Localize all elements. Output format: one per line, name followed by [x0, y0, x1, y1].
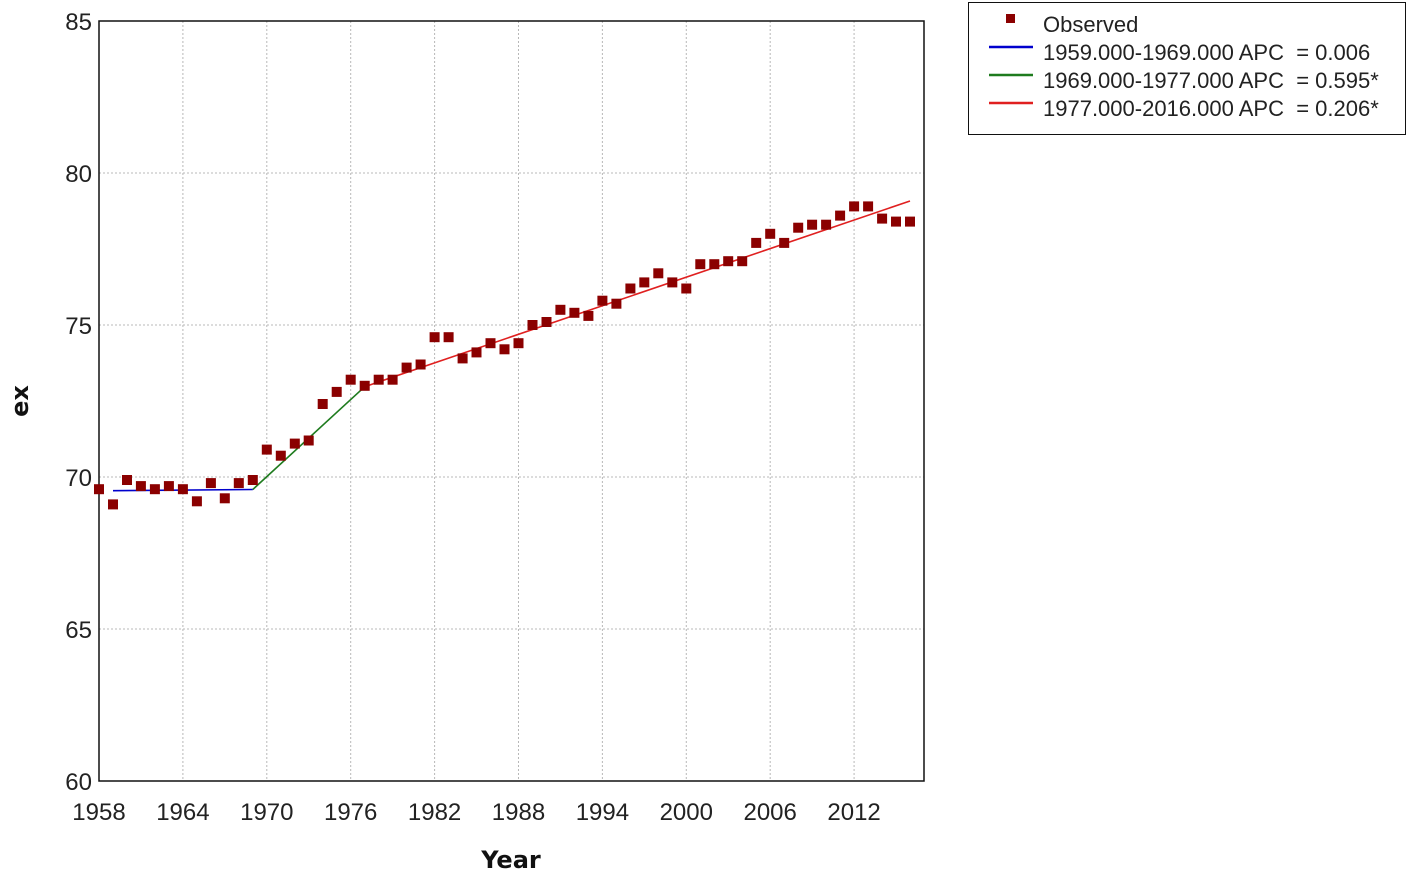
y-axis-tick-labels: 85 80 75 70 65 60 [65, 9, 92, 796]
observed-point [779, 237, 790, 248]
observed-point [317, 399, 328, 409]
observed-point [639, 277, 650, 288]
plot-area-frame [98, 20, 925, 782]
observed-point [513, 338, 524, 349]
observed-point [835, 210, 846, 221]
observed-point [94, 484, 104, 495]
x-tick-label: 2012 [827, 799, 880, 826]
observed-point [765, 228, 776, 239]
observed-point [177, 484, 188, 495]
observed-point [387, 374, 398, 385]
observed-point [359, 380, 370, 391]
observed-point [135, 481, 146, 492]
observed-point [122, 475, 132, 485]
observed-point [205, 478, 216, 489]
y-axis-title: ex [6, 385, 34, 417]
legend-label-segment-3: 1977.000-2016.000 APC = 0.206* [1043, 96, 1379, 121]
observed-point [863, 201, 874, 212]
observed-point [275, 450, 286, 461]
observed-point [821, 219, 832, 230]
observed-point [555, 304, 566, 315]
observed-point [611, 298, 622, 309]
observed-point [373, 374, 384, 385]
legend-blue-line-icon [989, 45, 1033, 49]
observed-point [667, 277, 678, 288]
observed-point [401, 362, 412, 373]
y-tick-label: 65 [65, 617, 92, 644]
y-tick-label: 75 [65, 313, 92, 340]
legend-item-observed: Observed [969, 11, 1405, 39]
grid-lines [99, 21, 924, 781]
fit-line-segment-3 [364, 200, 911, 388]
y-tick-label: 70 [65, 465, 92, 492]
observed-point [443, 332, 454, 343]
fit-lines [112, 200, 911, 492]
observed-point [541, 317, 552, 327]
observed-point [163, 481, 174, 492]
observed-point [653, 268, 664, 279]
x-tick-label: 1964 [156, 799, 209, 826]
legend: Observed 1959.000-1969.000 APC = 0.006 1… [968, 2, 1406, 135]
observed-point [723, 256, 734, 267]
x-tick-label: 1976 [324, 799, 377, 826]
observed-point [289, 438, 300, 449]
x-axis-title: Year [480, 846, 541, 872]
observed-point [471, 347, 482, 358]
observed-point [709, 259, 720, 270]
observed-point [597, 295, 608, 306]
x-tick-label: 2006 [743, 799, 796, 826]
observed-point [219, 493, 230, 504]
observed-point [583, 310, 594, 321]
x-tick-label: 2000 [660, 799, 713, 826]
legend-item-segment-3: 1977.000-2016.000 APC = 0.206* [969, 95, 1405, 123]
observed-points [94, 201, 915, 510]
x-tick-label: 1958 [72, 799, 125, 826]
observed-point [569, 307, 580, 318]
observed-point [457, 353, 468, 364]
observed-point [429, 332, 440, 343]
x-tick-label: 1988 [492, 799, 545, 826]
observed-point [233, 478, 244, 489]
y-tick-label: 85 [65, 9, 92, 36]
observed-point [527, 320, 538, 330]
x-tick-label: 1970 [240, 799, 293, 826]
observed-point [331, 386, 342, 397]
legend-green-line-icon [989, 73, 1033, 77]
observed-point [485, 338, 496, 349]
observed-point [415, 359, 426, 370]
legend-item-segment-1: 1959.000-1969.000 APC = 0.006 [969, 39, 1405, 67]
legend-label-segment-1: 1959.000-1969.000 APC = 0.006 [1043, 40, 1371, 65]
observed-point [625, 283, 636, 294]
observed-point [499, 344, 510, 355]
observed-point [877, 213, 888, 224]
legend-item-segment-2: 1969.000-1977.000 APC = 0.595* [969, 67, 1405, 95]
observed-point [247, 475, 258, 485]
observed-point [751, 237, 762, 248]
observed-point [905, 216, 915, 227]
observed-point [345, 374, 356, 385]
legend-red-line-icon [989, 101, 1033, 105]
observed-point [737, 256, 748, 267]
observed-point [793, 222, 804, 233]
observed-point [807, 219, 818, 230]
y-tick-label: 80 [65, 161, 92, 188]
legend-square-marker-icon [1006, 14, 1015, 23]
legend-label-observed: Observed [1043, 12, 1139, 37]
observed-point [261, 444, 272, 455]
x-axis-tick-labels: 1958 1964 1970 1976 1982 1988 1994 2000 2006 2012 [72, 799, 880, 826]
legend-label-segment-2: 1969.000-1977.000 APC = 0.595* [1043, 68, 1379, 93]
observed-point [681, 283, 692, 294]
observed-point [149, 484, 160, 495]
observed-point [891, 216, 901, 227]
observed-point [303, 435, 314, 446]
x-tick-label: 1994 [576, 799, 629, 826]
observed-point [849, 201, 860, 212]
observed-point [108, 499, 118, 510]
x-tick-label: 1982 [408, 799, 461, 826]
observed-point [695, 259, 706, 270]
observed-point [191, 496, 202, 507]
y-tick-label: 60 [65, 769, 92, 796]
